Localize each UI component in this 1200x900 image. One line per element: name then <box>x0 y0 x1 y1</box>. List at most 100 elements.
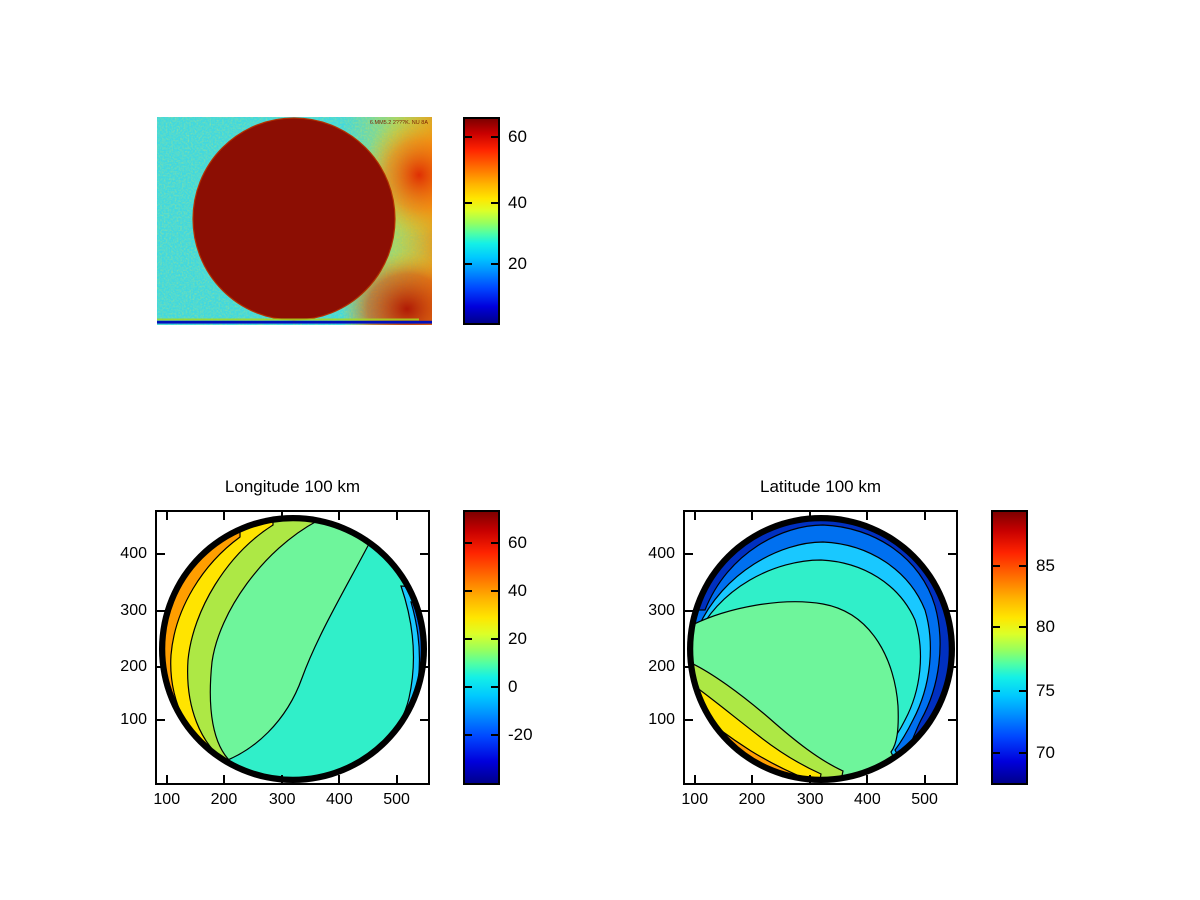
x-tick-label: 200 <box>738 791 766 808</box>
saturated-disk <box>192 117 396 321</box>
colorbar-tick-mark <box>465 589 472 592</box>
disk-inner-rim <box>690 518 952 780</box>
colorbar-tick-mark <box>993 565 1000 568</box>
colorbar-tick-label: 0 <box>508 677 518 697</box>
x-tick-label: 400 <box>854 791 881 808</box>
colorbar-tick-mark <box>491 589 498 592</box>
longitude-axes: 100 200 300 400 500 400 300 200 100 <box>120 510 430 808</box>
colorbar-tick-mark <box>465 686 472 689</box>
bottom-green-line <box>157 318 419 321</box>
x-tick-mark <box>923 775 926 783</box>
x-tick-mark <box>693 775 696 783</box>
y-tick-label: 100 <box>648 710 675 728</box>
colorbar-tick-mark <box>491 201 498 204</box>
colorbar-tick-label: 75 <box>1036 681 1055 701</box>
y-tick-mark <box>685 609 693 612</box>
colorbar-tick-label: 60 <box>508 532 527 552</box>
x-tick-label: 500 <box>911 791 938 808</box>
bottom-blue-line <box>157 320 432 324</box>
colorbar-tick-mark <box>1019 752 1026 755</box>
colorbar-tick-mark <box>465 637 472 640</box>
colorbar-tick-mark <box>993 626 1000 629</box>
y-tick-mark-right <box>948 609 956 612</box>
x-tick-mark-top <box>281 512 284 520</box>
x-tick-mark <box>281 775 284 783</box>
colorbar-tick-mark <box>491 637 498 640</box>
colorbar-tick-mark <box>1019 565 1026 568</box>
ir-image-panel: 6.MM5.2 2???K. NU 8A <box>157 117 432 325</box>
x-tick-mark-top <box>338 512 341 520</box>
x-tick-label: 100 <box>153 791 181 808</box>
x-tick-mark <box>395 775 398 783</box>
x-tick-mark-top <box>693 512 696 520</box>
y-tick-label: 300 <box>648 601 675 619</box>
x-tick-label: 100 <box>681 791 709 808</box>
y-tick-mark-right <box>420 609 428 612</box>
x-tick-mark <box>809 775 812 783</box>
x-tick-label: 400 <box>326 791 353 808</box>
x-tick-mark <box>165 775 168 783</box>
y-tick-mark <box>685 553 693 556</box>
ir-image: 6.MM5.2 2???K. NU 8A <box>157 117 432 325</box>
y-tick-mark <box>685 718 693 721</box>
x-tick-mark <box>866 775 869 783</box>
x-tick-mark-top <box>750 512 753 520</box>
y-tick-label: 100 <box>120 710 147 728</box>
colorbar-tick-mark <box>491 541 498 544</box>
colorbar-tick-label: 40 <box>508 192 527 212</box>
y-tick-mark <box>685 665 693 668</box>
y-tick-mark <box>157 609 165 612</box>
x-tick-mark-top <box>923 512 926 520</box>
colorbar-tick-label: -20 <box>508 725 533 745</box>
x-tick-label: 300 <box>268 791 296 808</box>
colorbar-tick-mark <box>1019 690 1026 693</box>
colorbar-tick-label: 80 <box>1036 617 1055 637</box>
x-tick-mark-top <box>222 512 225 520</box>
colorbar-tick-label: 40 <box>508 580 527 600</box>
x-tick-mark <box>222 775 225 783</box>
x-tick-mark-top <box>395 512 398 520</box>
image-colorbar: 60 40 20 <box>463 117 527 325</box>
x-tick-mark-top <box>866 512 869 520</box>
x-tick-mark <box>338 775 341 783</box>
y-tick-mark <box>157 553 165 556</box>
longitude-contour-disk <box>159 515 427 783</box>
colorbar-tick-label: 20 <box>508 628 527 648</box>
y-tick-mark-right <box>420 553 428 556</box>
x-tick-mark-top <box>809 512 812 520</box>
colorbar-tick-mark <box>491 686 498 689</box>
y-tick-mark-right <box>420 665 428 668</box>
latitude-plot-title: Latitude 100 km <box>760 477 881 496</box>
longitude-colorbar: 60 40 20 0 -20 <box>463 510 533 785</box>
colorbar-tick-mark <box>1019 626 1026 629</box>
colorbar-tick-label: 70 <box>1036 743 1055 763</box>
y-tick-label: 200 <box>120 657 147 675</box>
y-tick-label: 200 <box>648 657 675 675</box>
x-tick-label: 200 <box>210 791 238 808</box>
disk-inner-rim <box>162 518 424 780</box>
y-tick-mark-right <box>948 665 956 668</box>
x-tick-label: 500 <box>383 791 410 808</box>
y-tick-label: 400 <box>648 545 675 563</box>
colorbar-tick-mark <box>465 541 472 544</box>
colorbar-tick-mark <box>491 135 498 138</box>
x-tick-mark <box>750 775 753 783</box>
embedded-annotation-text: 6.MM5.2 2???K. NU 8A <box>370 120 428 126</box>
colorbar-tick-mark <box>491 262 498 265</box>
latitude-axes: 100 200 300 400 500 400 300 200 100 <box>648 510 958 808</box>
colorbar-tick-mark <box>465 734 472 737</box>
colorbar-tick-label: 20 <box>508 253 527 273</box>
y-tick-label: 300 <box>120 601 147 619</box>
colorbar-tick-mark <box>465 262 472 265</box>
latitude-colorbar: 85 80 75 70 <box>991 510 1055 785</box>
colorbar-tick-mark <box>993 690 1000 693</box>
colorbar-tick-label: 85 <box>1036 556 1055 576</box>
latitude-contour-disk <box>687 515 955 783</box>
y-tick-mark <box>157 718 165 721</box>
y-tick-mark <box>157 665 165 668</box>
colorbar-tick-mark <box>491 734 498 737</box>
x-tick-mark-top <box>165 512 168 520</box>
y-tick-mark-right <box>420 718 428 721</box>
y-tick-mark-right <box>948 553 956 556</box>
